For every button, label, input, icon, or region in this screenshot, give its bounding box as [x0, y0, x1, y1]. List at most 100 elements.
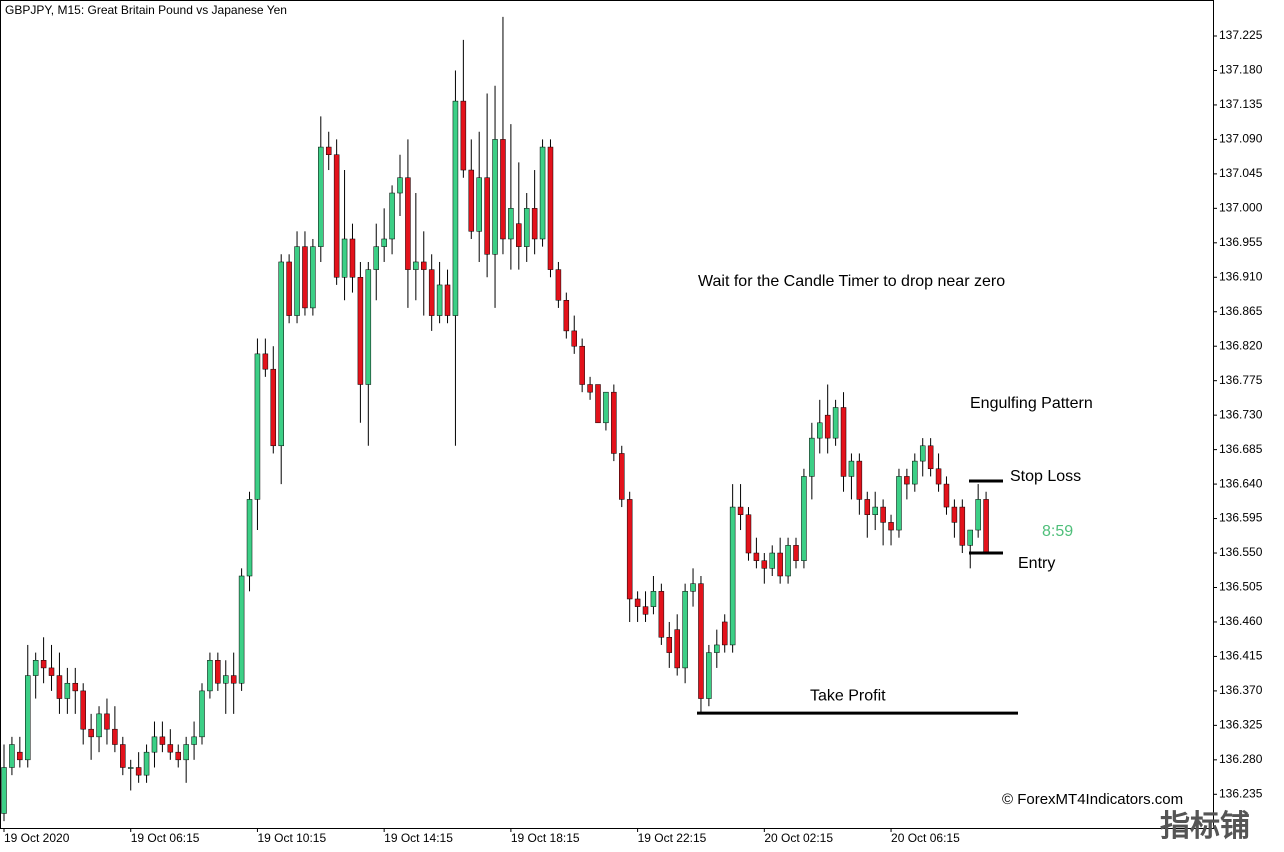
x-tick-label: 19 Oct 18:15	[511, 831, 580, 845]
candle-body	[516, 223, 522, 247]
candle-body	[531, 208, 538, 240]
x-tick-label: 19 Oct 10:15	[257, 831, 326, 845]
candle-body	[96, 713, 102, 738]
candle-body	[468, 169, 475, 232]
candle-body	[611, 391, 617, 454]
candle-body	[238, 575, 245, 684]
candle-body	[341, 238, 348, 278]
y-tick-label: 136.370	[1219, 683, 1263, 697]
candle-body	[270, 368, 277, 447]
y-tick-label: 136.415	[1219, 649, 1263, 663]
y-tick-label: 137.180	[1219, 63, 1263, 77]
candle-body	[1, 767, 7, 814]
candle-body	[880, 506, 886, 523]
candle-body	[737, 506, 744, 515]
candle-body	[579, 345, 585, 385]
candle-body	[595, 384, 601, 424]
candle-body	[698, 583, 704, 699]
candle-body	[32, 660, 39, 676]
candle-body	[492, 139, 498, 255]
candle-body	[135, 767, 142, 776]
x-tick-label: 20 Oct 02:15	[764, 831, 833, 845]
candle-body	[571, 330, 577, 347]
y-tick-label: 136.505	[1219, 580, 1263, 594]
candle-body	[389, 192, 395, 240]
candle-body	[175, 751, 181, 761]
candle-body	[246, 499, 253, 577]
candle-body	[88, 728, 94, 738]
candle-body	[373, 246, 379, 270]
candle-body	[801, 476, 807, 561]
y-tick-label: 136.595	[1219, 511, 1263, 525]
candle-body	[223, 675, 229, 684]
candle-body	[381, 238, 387, 247]
candle-body	[143, 751, 150, 776]
candle-body	[199, 690, 205, 738]
y-tick-label: 136.280	[1219, 752, 1263, 766]
candle-body	[349, 238, 356, 278]
candle-body	[405, 177, 411, 270]
candle-body	[769, 552, 775, 569]
y-tick-label: 136.550	[1219, 545, 1263, 559]
candle-body	[500, 139, 506, 240]
candle-body	[183, 744, 189, 761]
candle-body	[262, 353, 269, 370]
candle-body	[151, 736, 158, 753]
candle-body	[539, 146, 546, 240]
candle-body	[824, 414, 831, 439]
candle-body	[840, 407, 847, 477]
candle-body	[365, 269, 372, 385]
candle-body	[508, 208, 514, 240]
candle-body	[912, 460, 918, 485]
candle-body	[64, 682, 71, 699]
candle-body	[215, 660, 221, 684]
x-tick-label: 19 Oct 2020	[4, 831, 70, 845]
price-level-label: Entry	[1018, 555, 1055, 572]
y-tick-label: 136.685	[1219, 442, 1263, 456]
candle-body	[959, 506, 966, 546]
candle-body	[484, 177, 490, 255]
candle-body	[856, 460, 863, 500]
candle-body	[9, 744, 15, 768]
y-tick-label: 136.460	[1219, 614, 1263, 628]
watermark: © ForexMT4Indicators.com	[1002, 791, 1183, 808]
y-tick-label: 136.775	[1219, 373, 1263, 387]
candle-body	[302, 246, 308, 309]
candle-body	[207, 660, 213, 692]
candle-body	[682, 591, 688, 669]
y-tick-label: 136.730	[1219, 407, 1263, 421]
candle-body	[650, 591, 657, 607]
candle-body	[817, 422, 823, 439]
candle-body	[120, 744, 126, 768]
candle-body	[919, 445, 926, 462]
candle-body	[967, 529, 973, 546]
candle-body	[397, 177, 403, 194]
y-tick-label: 137.135	[1219, 97, 1263, 111]
candle-body	[547, 146, 554, 270]
candle-body	[159, 736, 166, 745]
candle-body	[983, 499, 989, 554]
corner-mark: 指标铺	[1160, 810, 1250, 843]
candle-body	[745, 514, 752, 554]
candle-body	[333, 154, 340, 278]
candle-body	[832, 407, 839, 439]
plot-frame	[0, 0, 1214, 829]
candle-body	[191, 736, 197, 745]
annotation: Wait for the Candle Timer to drop near z…	[698, 273, 1005, 290]
candle-body	[230, 675, 237, 684]
y-tick-label: 137.225	[1219, 28, 1263, 42]
candle-body	[127, 767, 134, 769]
y-tick-label: 137.045	[1219, 166, 1263, 180]
candle-body	[666, 637, 673, 653]
candle-body	[421, 261, 427, 270]
candle-body	[729, 506, 736, 646]
chart-title: GBPJPY, M15: Great Britain Pound vs Japa…	[5, 3, 287, 17]
candle-body	[428, 269, 435, 316]
x-tick-label: 20 Oct 06:15	[891, 831, 960, 845]
candle-body	[357, 277, 364, 385]
candle-body	[476, 177, 482, 232]
candle-body	[721, 621, 728, 646]
candle-body	[413, 261, 419, 270]
candle-body	[634, 598, 641, 607]
